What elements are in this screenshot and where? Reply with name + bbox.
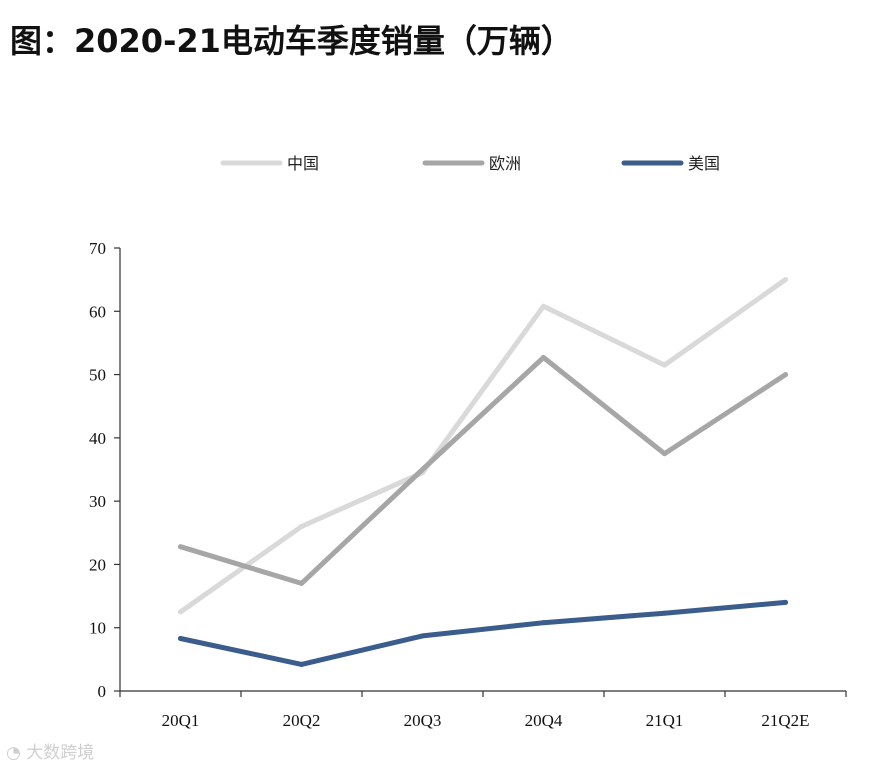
data-point xyxy=(662,362,667,368)
data-point xyxy=(541,620,546,626)
x-tick-label: 20Q3 xyxy=(404,711,442,730)
data-point xyxy=(178,635,183,641)
y-tick-label: 30 xyxy=(89,492,106,511)
x-tick-label: 20Q4 xyxy=(525,711,563,730)
x-tick-label: 20Q1 xyxy=(162,711,200,730)
y-tick-label: 10 xyxy=(89,619,106,638)
y-tick-label: 50 xyxy=(89,366,106,385)
y-tick-label: 0 xyxy=(98,682,107,701)
data-point xyxy=(541,354,546,360)
watermark-logo-icon: ◔ xyxy=(6,743,21,763)
data-point xyxy=(783,599,788,605)
legend-label: 美国 xyxy=(688,154,720,173)
y-tick-label: 70 xyxy=(89,239,106,258)
data-point xyxy=(783,372,788,378)
data-point xyxy=(662,610,667,616)
series-line xyxy=(178,599,788,667)
data-point xyxy=(662,451,667,457)
y-tick-label: 20 xyxy=(89,555,106,574)
series-1 xyxy=(178,277,788,615)
y-tick-label: 40 xyxy=(89,429,106,448)
data-point xyxy=(299,661,304,667)
data-point xyxy=(178,544,183,550)
data-point xyxy=(420,467,425,472)
data-point xyxy=(541,303,546,309)
axes: 0 10 20 30 40 50 60 70 20Q1 20Q2 20Q3 20Q4 21Q1 21Q2E xyxy=(89,239,847,730)
watermark: ◔ 大数跨境 xyxy=(6,738,94,763)
data-point xyxy=(299,580,304,586)
legend-label: 中国 xyxy=(287,154,319,173)
data-point xyxy=(299,523,304,529)
legend-item: 欧洲 xyxy=(422,154,521,173)
data-point xyxy=(178,609,183,615)
series-layer xyxy=(178,277,788,667)
series-line xyxy=(178,277,788,615)
series-3 xyxy=(178,599,788,667)
watermark-text: 大数跨境 xyxy=(26,743,95,763)
series-2 xyxy=(178,354,788,586)
data-point xyxy=(783,277,788,283)
x-tick-label: 20Q2 xyxy=(283,711,321,730)
legend-label: 欧洲 xyxy=(489,154,521,173)
x-tick-label: 21Q1 xyxy=(646,711,684,730)
series-line xyxy=(178,355,788,586)
y-tick-label: 60 xyxy=(89,302,106,321)
data-point xyxy=(420,633,425,639)
x-tick-label: 21Q2E xyxy=(761,711,809,730)
legend-item: 中国 xyxy=(220,154,319,173)
legend-item: 美国 xyxy=(621,154,720,173)
chart-title: 图：2020-21电动车季度销量（万辆） xyxy=(10,22,573,60)
legend: 中国 欧洲 美国 xyxy=(220,154,720,173)
